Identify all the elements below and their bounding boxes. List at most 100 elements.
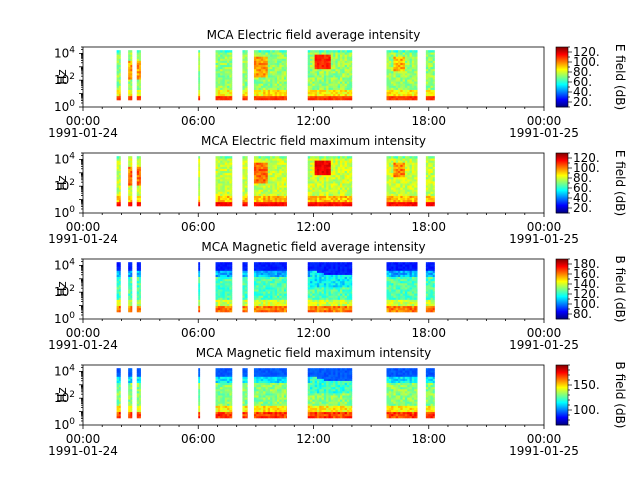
panel-2-cell <box>404 156 408 159</box>
panel-2-cell <box>414 197 417 201</box>
panel-1-cell <box>224 50 228 53</box>
panel-1-cell <box>333 64 336 68</box>
panel-3-cell <box>351 285 353 288</box>
panel-1-cell <box>414 77 417 80</box>
panel-1-colorbar-segment <box>556 86 568 88</box>
panel-3-cell <box>279 276 282 280</box>
panel-1-cell <box>432 73 435 76</box>
panel-3-cell <box>344 309 348 313</box>
panel-1-cell <box>333 73 336 76</box>
panel-2-cell <box>260 193 264 196</box>
panel-1-cell <box>128 95 131 99</box>
panel-3-cell <box>351 309 353 313</box>
panel-3-cell <box>118 293 121 296</box>
panel-3-cell <box>316 270 320 273</box>
panel-3-cell <box>136 291 140 294</box>
panel-2-cell <box>277 166 280 169</box>
panel-1-cell <box>263 91 266 95</box>
panel-1-cell <box>118 83 121 86</box>
panel-2-cell <box>136 168 140 172</box>
panel-1-cell <box>386 85 390 88</box>
panel-3-cell <box>283 264 287 267</box>
panel-1-cell <box>279 68 282 72</box>
panel-1-cell <box>256 97 259 101</box>
panel-3-cell <box>258 276 262 280</box>
panel-2-cell <box>346 193 350 196</box>
panel-2-cell <box>265 160 269 163</box>
panel-2-cell <box>229 201 232 205</box>
panel-2-cell <box>231 168 233 172</box>
panel-2-cell <box>260 199 264 203</box>
panel-2-cell <box>428 195 431 198</box>
panel-3-cell <box>351 293 353 296</box>
panel-2-cell <box>400 166 403 169</box>
panel-2-cell <box>244 166 248 169</box>
panel-1-cell <box>227 95 230 99</box>
panel-1-cell <box>274 91 278 95</box>
panel-1-cell <box>139 66 141 70</box>
panel-2-cell <box>307 201 311 205</box>
panel-1-cell <box>432 89 435 92</box>
panel-3-cell <box>242 307 246 311</box>
panel-1-cell <box>198 60 201 63</box>
panel-2-cell <box>351 187 353 190</box>
panel-2-cell <box>391 203 394 207</box>
panel-2-cell <box>265 187 269 190</box>
panel-3-cell <box>349 272 352 275</box>
panel-3-cell <box>270 262 273 265</box>
panel-3-cell <box>136 297 140 300</box>
panel-1-cell <box>326 77 329 80</box>
panel-1-cell <box>224 66 228 70</box>
panel-1-cell <box>319 73 322 76</box>
panel-1-cell <box>265 83 269 86</box>
panel-2-cell <box>432 181 435 184</box>
panel-2-cell <box>139 203 141 207</box>
panel-3-cell <box>283 280 287 284</box>
panel-3-cell <box>349 301 352 304</box>
panel-3-cell <box>314 289 318 292</box>
panel-1-cell <box>395 66 399 70</box>
panel-2-cell <box>253 199 257 203</box>
panel-2-cell <box>231 170 233 174</box>
panel-1-cell <box>253 70 257 74</box>
panel-1-cell <box>346 68 350 72</box>
panel-1-cell <box>118 87 121 90</box>
panel-3-cell <box>310 291 313 294</box>
panel-1-cell <box>263 85 266 88</box>
panel-1-cell <box>274 73 278 76</box>
panel-3-cell <box>227 274 230 278</box>
panel-3-cell <box>263 303 266 307</box>
panel-2-cell <box>328 181 332 184</box>
panel-1-cell <box>346 87 350 90</box>
panel-2-colorbar-segment <box>556 183 568 185</box>
panel-2-cell <box>388 181 392 184</box>
panel-2-cell <box>314 168 318 172</box>
panel-1-cell <box>198 56 201 59</box>
panel-1-cell <box>247 85 248 88</box>
panel-1-cell <box>319 89 322 92</box>
panel-1-cell <box>267 75 271 78</box>
panel-1-cell <box>215 50 219 53</box>
panel-1-cell <box>312 75 315 78</box>
panel-3-cell <box>231 285 233 288</box>
panel-1-cell <box>272 58 275 61</box>
panel-2-cell <box>398 203 401 207</box>
panel-1-cell <box>217 58 221 61</box>
panel-2-cell <box>326 162 329 165</box>
panel-3-cell <box>242 291 246 294</box>
panel-1-cell <box>430 91 434 95</box>
panel-3-cell <box>263 289 266 292</box>
panel-2-colorbar-segment <box>556 207 568 209</box>
panel-3-cell <box>253 287 257 290</box>
panel-1-cell <box>128 70 131 74</box>
panel-3-cell <box>260 305 264 309</box>
panel-1-cell <box>328 81 332 84</box>
panel-1-cell <box>272 87 275 90</box>
panel-2-cell <box>215 156 219 159</box>
panel-1-cell <box>256 77 259 80</box>
panel-3-cell <box>344 297 348 300</box>
panel-2-cell <box>231 187 233 190</box>
panel-3-cell <box>330 278 334 282</box>
panel-3-cell <box>283 289 287 292</box>
panel-1-cell <box>326 95 329 99</box>
